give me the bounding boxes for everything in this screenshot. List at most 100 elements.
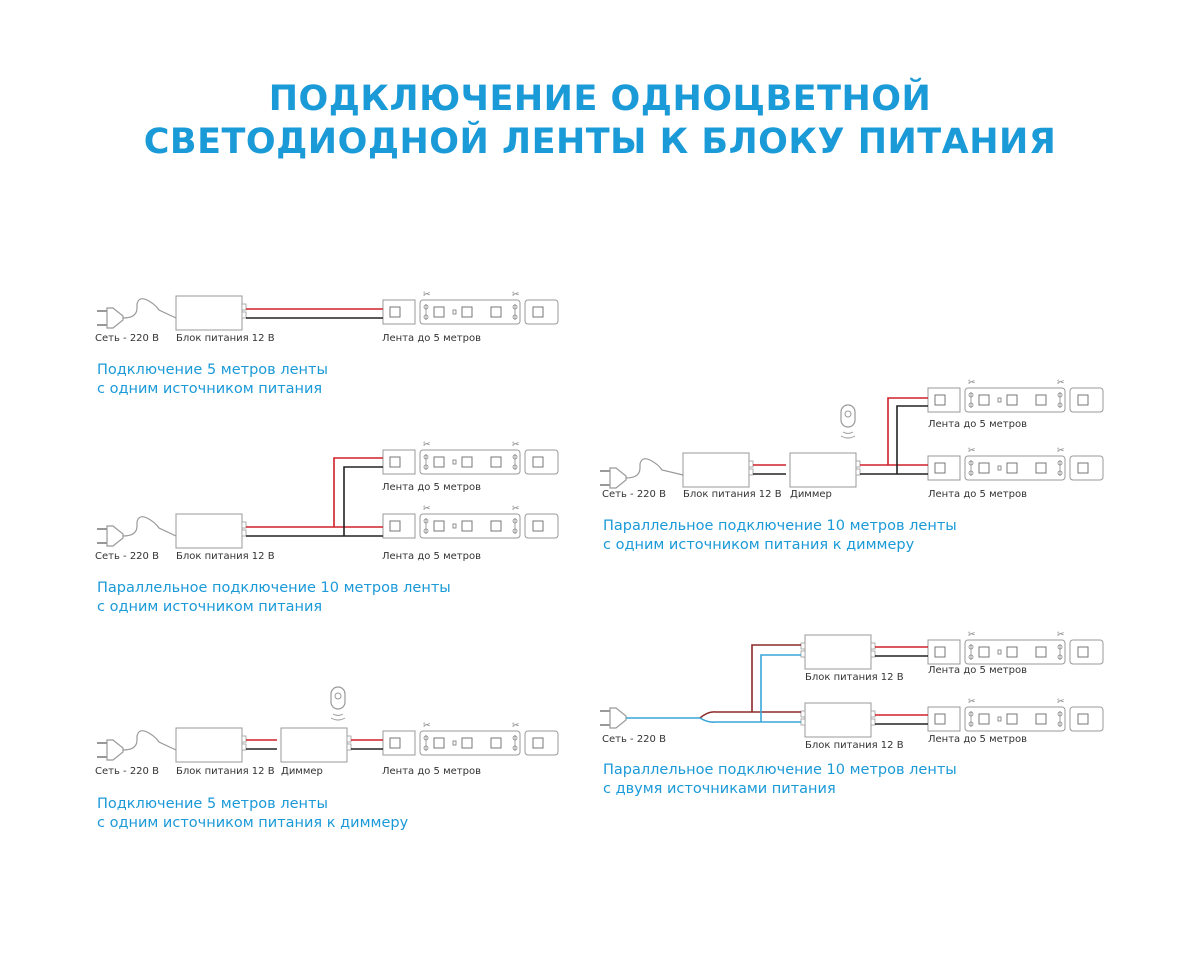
mains-cable: [122, 730, 177, 751]
resistor-icon: [997, 465, 1002, 471]
solder-pad: [512, 304, 518, 310]
scissors-icon: ✂: [1057, 446, 1065, 456]
power-supply: [175, 513, 247, 549]
mains-cable: [122, 516, 177, 537]
solder-pad: [968, 402, 974, 408]
terminal: [800, 710, 806, 718]
wire-live-ac: [699, 711, 801, 719]
led-chip-icon: [461, 520, 473, 532]
scissors-icon: ✂: [512, 504, 520, 514]
wire-positive-branch: [887, 397, 928, 465]
dimmer: [789, 452, 861, 488]
led-strip: ✂ ✂: [382, 290, 559, 325]
resistor-icon: [997, 649, 1002, 655]
terminal: [748, 460, 754, 468]
solder-pad: [423, 518, 429, 524]
led-chip-icon: [461, 737, 473, 749]
terminal: [346, 743, 352, 751]
solder-pad: [1057, 644, 1063, 650]
solder-pad: [968, 644, 974, 650]
power-supply-body: [175, 513, 243, 549]
title-line-1: ПОДКЛЮЧЕНИЕ ОДНОЦВЕТНОЙ: [268, 79, 932, 119]
led-chip-icon: [433, 737, 445, 749]
solder-pad: [968, 711, 974, 717]
led-strip: ✂ ✂: [927, 697, 1104, 732]
mains-label: Сеть - 220 В: [95, 551, 159, 562]
resistor-icon: [452, 309, 457, 315]
scissors-icon: ✂: [1057, 697, 1065, 707]
scissors-icon: ✂: [512, 721, 520, 731]
led-chip-icon: [461, 456, 473, 468]
led-strip: ✂ ✂: [382, 440, 559, 475]
scissors-icon: ✂: [512, 290, 520, 300]
diagram-2-caption: Параллельное подключение 10 метров ленты…: [97, 579, 451, 617]
dimmer-body: [280, 727, 348, 763]
strip-label: Лента до 5 метров: [382, 482, 481, 493]
remote-button: [334, 692, 342, 700]
caption-line: Параллельное подключение 10 метров ленты: [603, 518, 957, 534]
psu-label: Блок питания 12 В: [176, 766, 275, 777]
scissors-icon: ✂: [423, 290, 431, 300]
wire-negative-branch: [343, 466, 383, 536]
terminal: [800, 650, 806, 658]
caption-line: Параллельное подключение 10 метров ленты: [603, 762, 957, 778]
led-chip-icon: [389, 737, 401, 749]
diagram-5-caption: Параллельное подключение 10 метров ленты…: [603, 761, 957, 799]
plug-pin: [97, 528, 107, 530]
terminal: [241, 529, 247, 537]
plug-pin: [97, 756, 107, 758]
power-supply: [682, 452, 754, 488]
psu-label: Блок питания 12 В: [176, 333, 275, 344]
strip-segment: [382, 513, 416, 539]
signal-waves: [840, 431, 856, 439]
terminal: [241, 521, 247, 529]
solder-pad: [423, 464, 429, 470]
solder-pad: [1057, 711, 1063, 717]
led-strip: ✂ ✂: [382, 504, 559, 539]
power-supply: [800, 702, 876, 738]
plug-icon: [97, 516, 177, 547]
remote-button: [844, 410, 852, 418]
solder-pad: [512, 314, 518, 320]
diagram-1-caption: Подключение 5 метров ленты с одним источн…: [97, 361, 328, 399]
psu-label: Блок питания 12 В: [805, 672, 904, 683]
plug-icon: [600, 458, 684, 489]
power-supply-body: [682, 452, 750, 488]
strip-label: Лента до 5 метров: [928, 419, 1027, 430]
solder-pad: [512, 735, 518, 741]
solder-pad: [512, 745, 518, 751]
diagram-3-caption: Подключение 5 метров ленты с одним источн…: [97, 795, 408, 833]
terminal: [855, 468, 861, 476]
solder-pad: [423, 314, 429, 320]
caption-line: с одним источником питания: [97, 381, 323, 397]
solder-pad: [968, 721, 974, 727]
scissors-icon: ✂: [423, 440, 431, 450]
led-strip: ✂ ✂: [927, 630, 1104, 665]
solder-pad: [512, 518, 518, 524]
plug-pin: [600, 484, 610, 486]
led-chip-icon: [532, 306, 544, 318]
plug-body: [106, 525, 124, 547]
plug-pin: [600, 710, 610, 712]
led-chip-icon: [532, 520, 544, 532]
terminal: [241, 743, 247, 751]
terminal: [800, 642, 806, 650]
terminal: [870, 650, 876, 658]
led-chip-icon: [978, 394, 990, 406]
led-chip-icon: [1035, 394, 1047, 406]
plug-pin: [97, 324, 107, 326]
caption-line: с одним источником питания к диммеру: [97, 815, 409, 831]
led-chip-icon: [934, 394, 946, 406]
led-chip-icon: [1077, 646, 1089, 658]
led-chip-icon: [1077, 713, 1089, 725]
led-strip: ✂ ✂: [382, 721, 559, 756]
solder-pad: [512, 528, 518, 534]
scissors-icon: ✂: [968, 446, 976, 456]
led-chip-icon: [433, 456, 445, 468]
plug-pin: [97, 310, 107, 312]
solder-pad: [968, 470, 974, 476]
scissors-icon: ✂: [968, 378, 976, 388]
resistor-icon: [997, 397, 1002, 403]
led-chip-icon: [1035, 646, 1047, 658]
